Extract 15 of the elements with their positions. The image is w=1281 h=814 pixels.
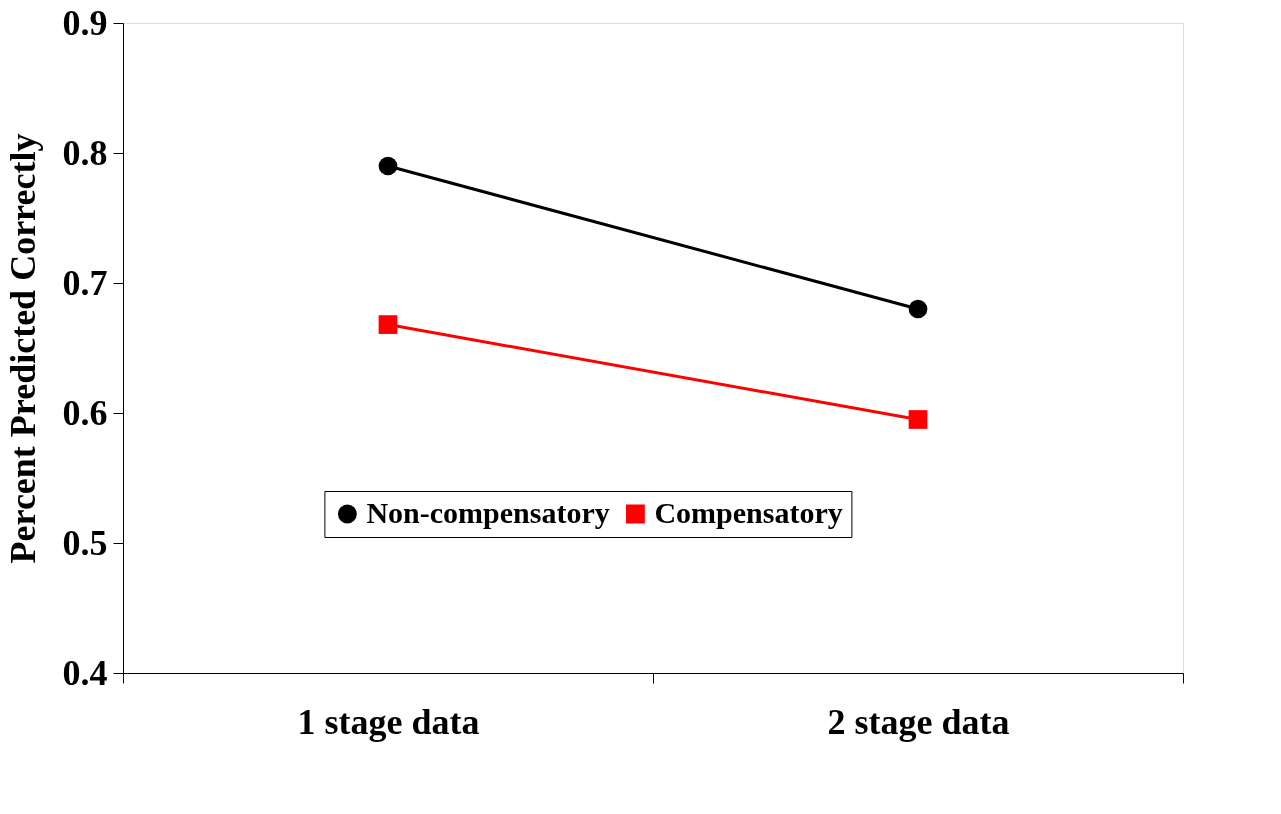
y-tick-label: 0.8: [62, 132, 108, 173]
y-tick-label: 0.5: [62, 522, 108, 563]
y-tick-label: 0.4: [62, 652, 108, 693]
point: [908, 410, 928, 429]
x-tick-label: 1 stage data: [297, 701, 480, 742]
point: [378, 315, 398, 334]
y-tick-label: 0.6: [62, 392, 108, 433]
point: [378, 156, 398, 176]
y-tick-label: 0.7: [62, 262, 108, 303]
legend-label: Compensatory: [654, 496, 843, 529]
point: [908, 299, 928, 319]
y-tick-label: 0.9: [62, 2, 108, 43]
x-tick-label: 2 stage data: [827, 701, 1010, 742]
legend-label: Non-compensatory: [366, 496, 610, 529]
y-axis-title: Percent Predicted Correctly: [2, 133, 43, 564]
